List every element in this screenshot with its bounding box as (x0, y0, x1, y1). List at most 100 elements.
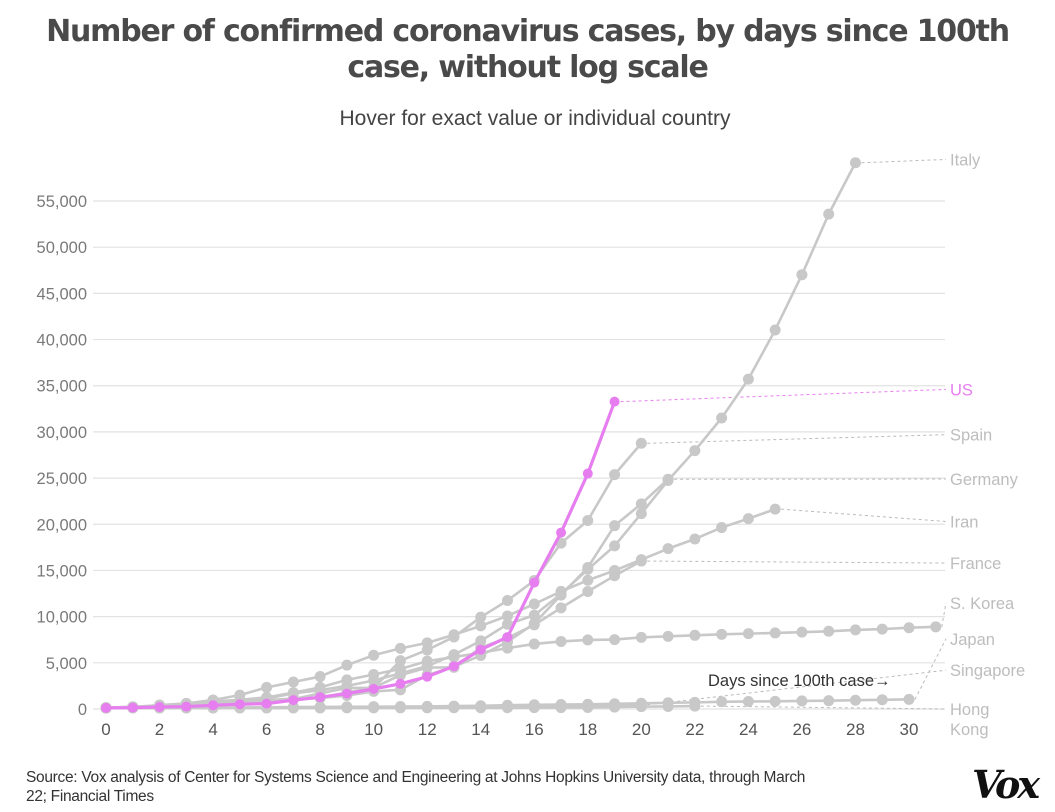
data-point-iran[interactable] (421, 637, 433, 649)
data-point-us[interactable] (181, 701, 192, 712)
data-point-us[interactable] (154, 701, 165, 712)
data-point-us[interactable] (234, 699, 245, 710)
data-point-spain[interactable] (635, 437, 647, 449)
data-point-hong-kong[interactable] (475, 702, 487, 714)
data-point-japan[interactable] (769, 695, 781, 707)
data-point-iran[interactable] (475, 620, 487, 632)
data-point-s-korea[interactable] (930, 621, 942, 633)
data-point-us[interactable] (556, 527, 567, 538)
data-point-hong-kong[interactable] (368, 702, 380, 714)
data-point-s-korea[interactable] (287, 687, 299, 699)
data-point-us[interactable] (208, 700, 219, 711)
data-point-s-korea[interactable] (555, 635, 567, 647)
data-point-s-korea[interactable] (368, 668, 380, 680)
data-point-us[interactable] (341, 688, 352, 699)
data-point-hong-kong[interactable] (635, 701, 647, 713)
data-point-italy[interactable] (609, 540, 621, 552)
data-point-s-korea[interactable] (716, 628, 728, 640)
data-point-italy[interactable] (849, 157, 861, 169)
data-point-italy[interactable] (823, 208, 835, 220)
data-point-iran[interactable] (314, 671, 326, 683)
background-series[interactable] (100, 157, 942, 714)
data-point-italy[interactable] (742, 373, 754, 385)
data-point-italy[interactable] (796, 269, 808, 281)
data-point-iran[interactable] (689, 533, 701, 545)
data-point-france[interactable] (609, 570, 621, 582)
data-point-france[interactable] (582, 585, 594, 597)
data-point-s-korea[interactable] (609, 634, 621, 646)
data-point-japan[interactable] (796, 695, 808, 707)
data-point-italy[interactable] (502, 618, 513, 630)
data-point-s-korea[interactable] (635, 631, 647, 643)
data-point-hong-kong[interactable] (582, 702, 594, 714)
data-point-spain[interactable] (609, 469, 621, 481)
data-point-iran[interactable] (502, 610, 513, 622)
data-point-iran[interactable] (662, 543, 674, 555)
data-point-s-korea[interactable] (742, 628, 754, 640)
data-point-germany[interactable] (582, 561, 594, 573)
data-point-japan[interactable] (903, 693, 915, 705)
data-point-iran[interactable] (769, 503, 781, 515)
data-point-us[interactable] (315, 692, 326, 703)
data-point-hong-kong[interactable] (502, 702, 513, 714)
data-point-hong-kong[interactable] (448, 702, 460, 714)
data-point-iran[interactable] (742, 513, 754, 525)
data-point-hong-kong[interactable] (555, 702, 567, 714)
data-point-germany[interactable] (609, 520, 621, 532)
data-point-s-korea[interactable] (528, 638, 540, 650)
data-point-us[interactable] (261, 698, 272, 709)
data-point-us[interactable] (395, 678, 406, 689)
data-point-iran[interactable] (394, 642, 406, 654)
data-point-germany[interactable] (662, 473, 674, 485)
data-point-s-korea[interactable] (876, 623, 888, 635)
data-point-iran[interactable] (368, 649, 380, 661)
data-point-iran[interactable] (555, 585, 567, 597)
data-point-hong-kong[interactable] (689, 700, 701, 712)
data-point-hong-kong[interactable] (314, 702, 326, 714)
data-point-s-korea[interactable] (448, 651, 460, 663)
data-point-us[interactable] (529, 577, 540, 588)
data-point-s-korea[interactable] (314, 681, 326, 693)
data-point-japan[interactable] (823, 695, 835, 707)
data-point-us[interactable] (475, 644, 486, 655)
data-point-us[interactable] (448, 661, 459, 672)
data-point-s-korea[interactable] (582, 634, 594, 646)
data-point-spain[interactable] (394, 655, 406, 667)
data-point-us[interactable] (368, 683, 379, 694)
data-point-hong-kong[interactable] (609, 701, 621, 713)
highlighted-series[interactable] (101, 396, 620, 713)
data-point-hong-kong[interactable] (421, 702, 433, 714)
data-point-iran[interactable] (341, 659, 353, 671)
data-point-iran[interactable] (528, 598, 540, 610)
data-point-iran[interactable] (448, 629, 460, 641)
data-point-hong-kong[interactable] (341, 702, 353, 714)
data-point-us[interactable] (127, 702, 138, 713)
data-point-france[interactable] (635, 555, 647, 567)
data-point-hong-kong[interactable] (662, 700, 674, 712)
data-point-japan[interactable] (876, 694, 888, 706)
data-point-italy[interactable] (689, 445, 701, 457)
data-point-iran[interactable] (582, 574, 594, 586)
data-point-us[interactable] (422, 671, 433, 682)
data-point-spain[interactable] (475, 611, 487, 623)
data-point-s-korea[interactable] (849, 624, 861, 636)
series-line-us[interactable] (105, 401, 617, 710)
data-point-s-korea[interactable] (689, 629, 701, 641)
data-point-hong-kong[interactable] (394, 702, 406, 714)
data-point-us[interactable] (502, 632, 513, 643)
data-point-s-korea[interactable] (502, 642, 513, 654)
data-point-us[interactable] (288, 695, 299, 706)
data-point-hong-kong[interactable] (287, 702, 299, 714)
data-point-italy[interactable] (528, 609, 540, 621)
data-point-iran[interactable] (716, 522, 728, 534)
data-point-iran[interactable] (287, 676, 299, 688)
data-point-italy[interactable] (635, 508, 647, 520)
data-point-japan[interactable] (849, 694, 861, 706)
data-point-germany[interactable] (635, 498, 647, 510)
data-point-hong-kong[interactable] (528, 702, 540, 714)
data-point-italy[interactable] (769, 324, 781, 336)
data-point-s-korea[interactable] (662, 630, 674, 642)
data-point-s-korea[interactable] (903, 622, 915, 634)
data-point-italy[interactable] (716, 412, 728, 424)
